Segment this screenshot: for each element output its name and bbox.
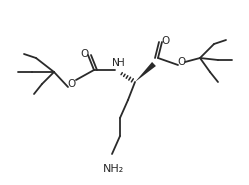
Text: O: O xyxy=(178,57,186,67)
Polygon shape xyxy=(135,62,156,82)
Text: O: O xyxy=(162,36,170,46)
Text: O: O xyxy=(80,49,88,59)
Text: NH₂: NH₂ xyxy=(103,164,125,174)
Text: H: H xyxy=(117,58,125,68)
Text: O: O xyxy=(67,79,75,89)
Text: N: N xyxy=(112,58,120,68)
